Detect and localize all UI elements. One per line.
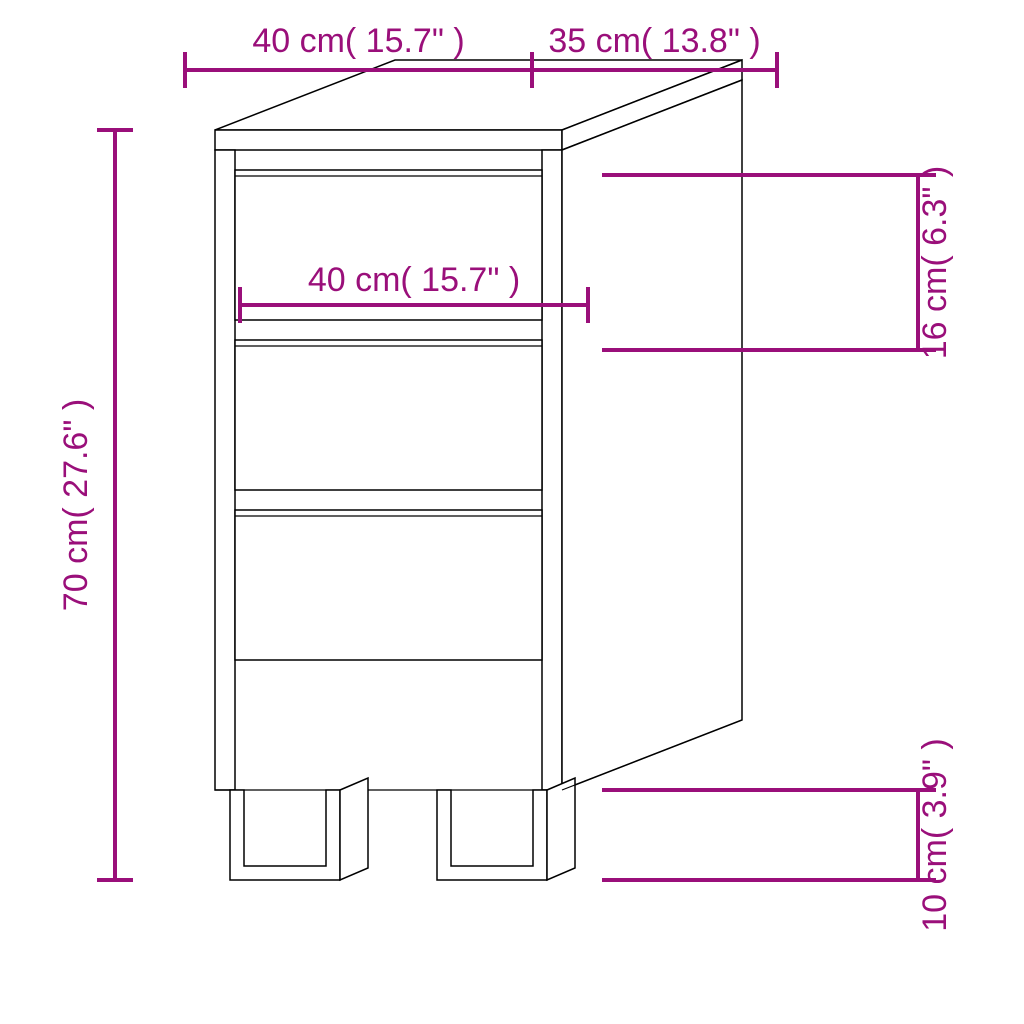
dim-label-drawer_h: 16 cm( 6.3" ) (916, 166, 954, 359)
dim-label-total_h: 70 cm( 27.6" ) (57, 399, 95, 611)
dim-label-depth: 35 cm( 13.8" ) (548, 22, 760, 60)
dim-label-drawer_width: 40 cm( 15.7" ) (308, 261, 520, 299)
dimension-diagram: 40 cm( 15.7" ) 35 cm( 13.8" ) 40 cm( 15.7"… (0, 0, 1024, 1024)
dim-label-leg_h: 10 cm( 3.9" ) (916, 738, 954, 931)
dim-label-width: 40 cm( 15.7" ) (252, 22, 464, 60)
